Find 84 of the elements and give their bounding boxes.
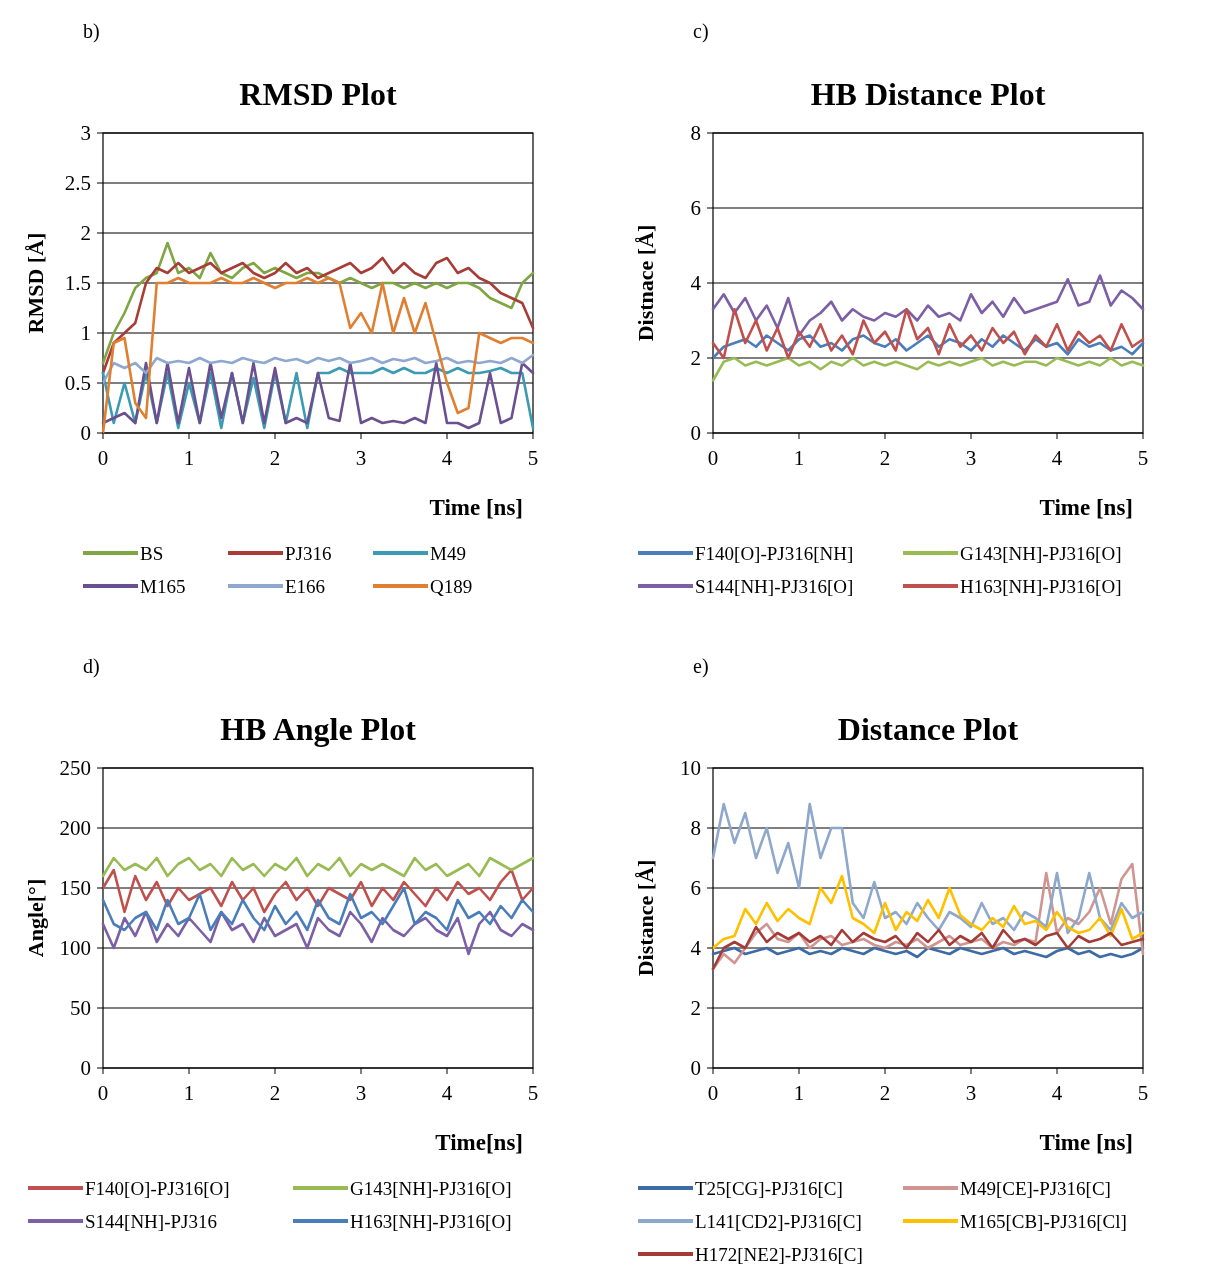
y-tick-label: 6	[690, 196, 701, 221]
y-tick-label: 4	[690, 936, 702, 961]
y-tick-label: 1	[80, 321, 91, 346]
x-tick-label: 3	[355, 446, 367, 470]
y-axis-title: RMSD [Å]	[23, 232, 48, 334]
legend-label: F140[O]-PJ316[O]	[85, 1177, 230, 1199]
legend-label: F140[O]-PJ316[NH]	[695, 542, 854, 564]
x-tick-label: 3	[965, 1081, 977, 1105]
legend-label: G143[NH]-PJ316[O]	[960, 542, 1122, 564]
legend-label: H163[NH]-PJ316[O]	[960, 575, 1122, 597]
chart-title: RMSD Plot	[239, 76, 397, 112]
text: d)	[83, 655, 100, 678]
y-tick-label: 100	[59, 936, 91, 961]
text: e)	[693, 655, 709, 678]
y-tick-label: 0	[80, 421, 91, 446]
legend-label: PJ316	[285, 542, 332, 564]
y-tick-label: 2	[80, 221, 91, 246]
chart-title: Distance Plot	[837, 711, 1019, 747]
legend-label: E166	[285, 575, 326, 597]
x-tick-label: 1	[793, 446, 805, 470]
y-axis-title: Distance [Å]	[633, 859, 658, 977]
chart-title: HB Distance Plot	[810, 76, 1046, 112]
text: c)	[693, 20, 709, 43]
x-tick-label: 5	[527, 1081, 539, 1105]
x-tick-label: 1	[183, 446, 195, 470]
legend-label: BS	[140, 542, 164, 564]
x-tick-label: 0	[97, 446, 109, 470]
y-tick-label: 10	[680, 756, 701, 781]
y-tick-label: 0.5	[64, 371, 91, 396]
x-axis-title: Time [ns]	[1039, 1130, 1133, 1155]
y-axis-title: Distnace [Å]	[633, 224, 658, 342]
x-tick-label: 2	[879, 446, 891, 470]
y-tick-label: 3	[80, 121, 91, 146]
y-tick-label: 200	[59, 816, 91, 841]
y-axis-title: Angle[°]	[23, 878, 48, 958]
x-tick-label: 3	[965, 446, 977, 470]
x-axis-title: Time [ns]	[429, 495, 523, 520]
x-axis-title: Time [ns]	[1039, 495, 1133, 520]
x-tick-label: 4	[1051, 446, 1063, 470]
legend-label: H172[NE2]-PJ316[C]	[695, 1243, 863, 1265]
y-tick-label: 150	[59, 876, 91, 901]
y-tick-label: 0	[690, 421, 701, 446]
x-tick-label: 5	[1137, 446, 1149, 470]
x-axis-title: Time[ns]	[435, 1130, 523, 1155]
x-tick-label: 5	[527, 446, 539, 470]
text: b)	[83, 20, 100, 43]
legend-label: M49	[430, 542, 466, 564]
legend-label: M49[CE]-PJ316[C]	[960, 1177, 1111, 1199]
y-tick-label: 50	[70, 996, 91, 1021]
x-tick-label: 5	[1137, 1081, 1149, 1105]
legend-label: H163[NH]-PJ316[O]	[350, 1210, 512, 1232]
x-tick-label: 2	[269, 446, 281, 470]
x-tick-label: 1	[793, 1081, 805, 1105]
legend-label: G143[NH]-PJ316[O]	[350, 1177, 512, 1199]
chart-title: HB Angle Plot	[220, 711, 417, 747]
y-tick-label: 2	[690, 346, 701, 371]
y-tick-label: 6	[690, 876, 701, 901]
legend-label: L141[CD2]-PJ316[C]	[695, 1210, 862, 1232]
x-tick-label: 4	[441, 446, 453, 470]
y-tick-label: 2	[690, 996, 701, 1021]
x-tick-label: 2	[269, 1081, 281, 1105]
y-tick-label: 8	[690, 121, 701, 146]
y-tick-label: 0	[80, 1056, 91, 1081]
y-tick-label: 0	[690, 1056, 701, 1081]
y-tick-label: 4	[690, 271, 702, 296]
legend-label: M165[CB]-PJ316[Cl]	[960, 1210, 1127, 1232]
x-tick-label: 3	[355, 1081, 367, 1105]
line-series	[101, 856, 535, 878]
x-tick-label: 0	[707, 446, 719, 470]
y-tick-label: 8	[690, 816, 701, 841]
legend-label: S144[NH]-PJ316[O]	[695, 575, 854, 597]
y-tick-label: 1.5	[64, 271, 91, 296]
y-tick-label: 250	[59, 756, 91, 781]
legend-label: M165	[140, 575, 186, 597]
y-tick-label: 2.5	[64, 171, 91, 196]
legend-label: Q189	[430, 575, 473, 597]
x-tick-label: 4	[1051, 1081, 1063, 1105]
legend-label: T25[CG]-PJ316[C]	[695, 1177, 843, 1199]
x-tick-label: 2	[879, 1081, 891, 1105]
x-tick-label: 4	[441, 1081, 453, 1105]
x-tick-label: 0	[707, 1081, 719, 1105]
x-tick-label: 1	[183, 1081, 195, 1105]
x-tick-label: 0	[97, 1081, 109, 1105]
legend-label: S144[NH]-PJ316	[85, 1210, 217, 1232]
